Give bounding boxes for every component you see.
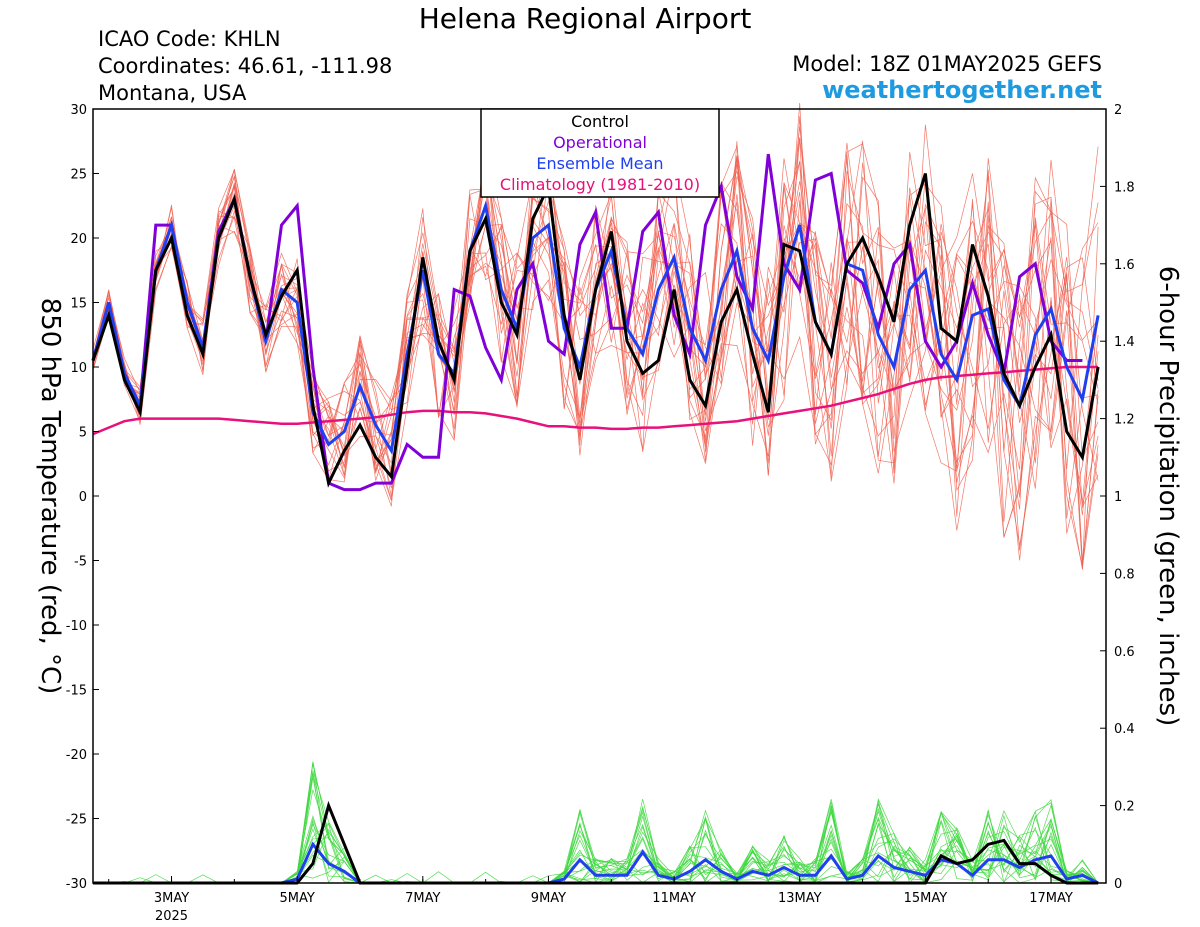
legend-box: [480, 108, 720, 198]
region: Montana, USA: [98, 81, 247, 105]
legend-ensemble-mean: Ensemble Mean: [536, 154, 663, 173]
x-tick-label: 3MAY: [154, 891, 189, 906]
y-left-tick-label: 30: [70, 103, 87, 118]
y-left-tick-label: 10: [70, 361, 87, 376]
legend-operational: Operational: [553, 133, 647, 152]
x-tick-label: 5MAY: [280, 891, 315, 906]
coordinates: Coordinates: 46.61, -111.98: [98, 54, 393, 78]
y-left-tick-label: -15: [66, 684, 87, 699]
y-axis-left-title: 850 hPa Temperature (red, °C): [35, 298, 65, 695]
chart-title: Helena Regional Airport: [418, 2, 752, 35]
y-left-tick-label: 5: [79, 426, 87, 441]
x-tick-label: 7MAY: [405, 891, 440, 906]
precip-member-line: [93, 777, 1099, 884]
y-left-tick-label: 0: [79, 490, 87, 505]
y-left-tick-label: -20: [66, 748, 87, 763]
y-left-tick-label: 25: [70, 168, 87, 183]
x-tick-sublabel: 2025: [155, 909, 188, 924]
y-right-tick-label: 1: [1114, 490, 1122, 505]
y-right-tick-label: 0.2: [1114, 800, 1135, 815]
y-right-tick-label: 1.6: [1114, 258, 1135, 273]
y-left-tick-label: 15: [70, 297, 87, 312]
legend-climatology: Climatology (1981-2010): [500, 175, 700, 194]
climatology-line: [92, 365, 1099, 436]
y-left-tick-label: -10: [66, 619, 87, 634]
y-right-tick-label: 2: [1114, 103, 1122, 118]
y-right-tick-label: 0.6: [1114, 645, 1135, 660]
x-tick-label: 13MAY: [778, 891, 822, 906]
y-right-tick-label: 1.4: [1114, 335, 1135, 350]
y-left-tick-label: -5: [74, 555, 87, 570]
y-left-tick-label: -25: [66, 813, 87, 828]
control-line: [91, 173, 1100, 488]
y-right-tick-label: 0.8: [1114, 567, 1135, 582]
model-run: Model: 18Z 01MAY2025 GEFS: [792, 52, 1102, 76]
y-right-tick-label: 0: [1114, 877, 1122, 892]
x-tick-label: 11MAY: [652, 891, 696, 906]
brand-link[interactable]: weathertogether.net: [822, 76, 1102, 104]
temp-member-line: [92, 126, 1099, 516]
y-left-tick-label: 20: [70, 232, 87, 247]
x-tick-label: 15MAY: [904, 891, 948, 906]
y-left-tick-label: -30: [66, 877, 87, 892]
y-right-tick-label: 1.8: [1114, 180, 1135, 195]
x-tick-label: 17MAY: [1029, 891, 1073, 906]
axes: 302520151050-5-10-15-20-25-3021.81.61.41…: [66, 103, 1135, 924]
icao-code: ICAO Code: KHLN: [98, 27, 281, 51]
x-tick-label: 9MAY: [531, 891, 566, 906]
y-right-tick-label: 1.2: [1114, 413, 1135, 428]
y-right-tick-label: 0.4: [1114, 722, 1135, 737]
legend: Control Operational Ensemble Mean Climat…: [480, 108, 720, 198]
legend-control: Control: [571, 112, 629, 131]
temp-member-line: [92, 155, 1099, 522]
y-axis-right-title: 6-hour Precipitation (green, inches): [1153, 266, 1183, 726]
temp-member-line: [92, 176, 1099, 506]
